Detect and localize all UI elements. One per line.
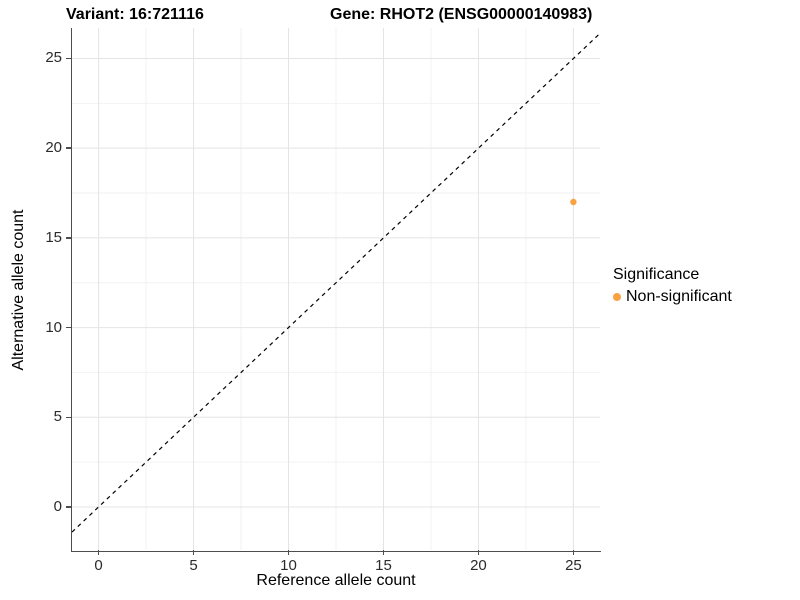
x-tick-mark: [192, 550, 195, 555]
x-tick-label: 5: [189, 557, 198, 574]
x-tick-mark: [97, 550, 100, 555]
y-tick-label: 10: [45, 318, 62, 336]
y-tick-mark: [66, 326, 71, 329]
plot-title-gene: Gene: RHOT2 (ENSG00000140983): [330, 6, 593, 23]
y-tick-label: 15: [45, 228, 62, 246]
legend-item: Non-significant: [613, 288, 732, 306]
legend-items: Non-significant: [613, 288, 732, 306]
x-tick-mark: [382, 550, 385, 555]
y-tick-mark: [66, 147, 71, 149]
plot-panel: [71, 28, 601, 552]
x-tick-label: 15: [375, 557, 392, 574]
data-point: [570, 198, 577, 206]
y-axis-label: Alternative allele count: [10, 209, 27, 371]
x-tick-label: 20: [470, 557, 487, 574]
plot-svg: [72, 28, 600, 550]
y-tick-mark: [66, 57, 71, 60]
legend-title: Significance: [613, 266, 700, 283]
legend-point-swatch-icon: [613, 293, 621, 301]
y-tick-mark: [66, 416, 71, 418]
legend: Significance Non-significant: [613, 266, 732, 306]
y-tick-mark: [66, 237, 71, 239]
y-tick-label: 25: [45, 49, 62, 67]
x-tick-mark: [287, 550, 290, 555]
identity-reference-line: [72, 32, 600, 533]
plot-title-variant: Variant: 16:721116: [66, 6, 204, 23]
y-tick-label: 20: [45, 139, 62, 157]
y-tick-mark: [66, 506, 71, 508]
x-axis-label: Reference allele count: [256, 572, 416, 589]
x-tick-label: 10: [280, 557, 297, 574]
x-tick-mark: [477, 550, 480, 555]
y-tick-label: 0: [53, 497, 62, 515]
x-tick-label: 25: [565, 557, 582, 574]
x-tick-mark: [572, 550, 575, 555]
y-tick-label: 5: [53, 408, 62, 426]
legend-item-label: Non-significant: [626, 288, 732, 305]
x-tick-label: 0: [94, 557, 103, 574]
